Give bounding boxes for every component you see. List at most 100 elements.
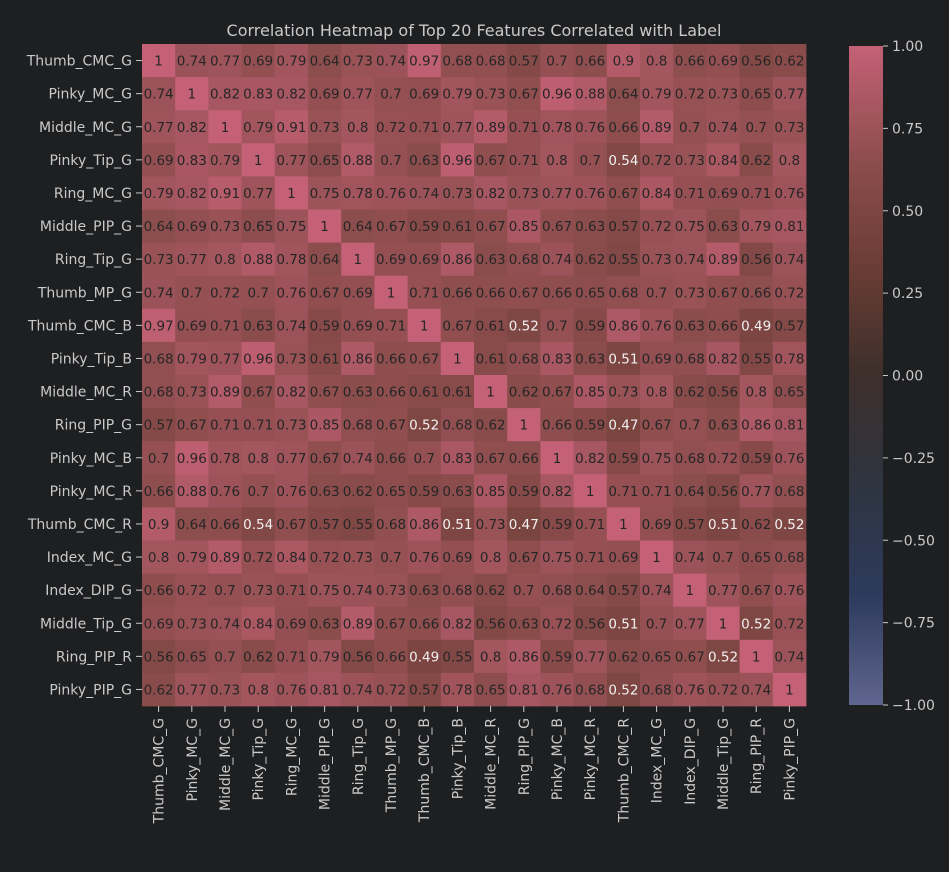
heatmap-cell <box>706 474 740 508</box>
cell-value-label: 0.67 <box>376 616 406 632</box>
cell-value-label: 0.67 <box>708 285 738 301</box>
heatmap-cell <box>308 672 342 707</box>
heatmap-cell <box>673 77 707 111</box>
cell-value-label: 0.76 <box>276 484 306 500</box>
cell-value-label: 0.77 <box>177 252 207 268</box>
heatmap-cell <box>640 441 674 475</box>
heatmap-cell <box>507 639 541 674</box>
cell-value-label: 0.59 <box>608 451 638 467</box>
cell-value-label: 0.76 <box>774 451 804 467</box>
heatmap-cell <box>274 573 309 608</box>
colorbar-gradient <box>849 46 883 705</box>
x-tick-label: Ring_PIP_G <box>517 718 533 795</box>
cell-value-label: 0.71 <box>675 186 705 202</box>
cell-value-label: 0.88 <box>177 484 207 500</box>
heatmap-cell <box>706 540 740 574</box>
cell-value-label: 0.68 <box>376 517 406 533</box>
cell-value-label: 0.69 <box>642 517 672 533</box>
y-tick-label: Middle_Tip_G <box>40 616 132 632</box>
heatmap-cell <box>440 573 475 608</box>
heatmap-cell <box>706 275 740 310</box>
cell-value-label: 0.76 <box>409 550 439 566</box>
heatmap-cell <box>341 672 375 707</box>
cell-value-label: 0.73 <box>310 120 340 136</box>
cell-value-label: 0.74 <box>774 649 804 665</box>
heatmap-cell <box>308 606 342 641</box>
cell-value-label: 0.71 <box>276 649 306 665</box>
heatmap-cell <box>739 507 774 541</box>
heatmap-cell <box>673 540 707 574</box>
cell-value-label: 0.66 <box>608 120 638 136</box>
cell-value-label: 0.67 <box>310 385 340 401</box>
x-tick-label: Pinky_MC_B <box>550 718 566 800</box>
cell-value-label: 0.77 <box>442 120 472 136</box>
heatmap-cell <box>440 110 475 144</box>
heatmap-cell <box>440 143 475 177</box>
heatmap-cell <box>142 242 176 277</box>
heatmap-cell <box>540 573 574 608</box>
cell-value-label: 0.68 <box>476 54 506 70</box>
heatmap-cell <box>308 242 342 277</box>
cell-value-label: 0.76 <box>542 682 572 698</box>
cell-value-label: 0.73 <box>675 153 705 169</box>
cell-value-label: 0.55 <box>741 351 771 367</box>
cell-value-label: 0.56 <box>476 616 506 632</box>
heatmap-cell <box>673 639 707 674</box>
cell-value-label: 0.77 <box>343 87 373 103</box>
heatmap-cell <box>274 143 309 177</box>
heatmap-cell <box>374 176 408 210</box>
heatmap-cell <box>507 573 541 608</box>
heatmap-cell <box>673 507 707 541</box>
cell-value-label: 0.71 <box>243 418 273 434</box>
cell-value-label: 0.62 <box>675 385 705 401</box>
x-tick-label: Pinky_Tip_B <box>450 718 466 799</box>
heatmap-cell <box>540 275 574 310</box>
cell-value-label: 0.65 <box>177 649 207 665</box>
heatmap-cell <box>739 275 774 310</box>
cell-value-label: 1 <box>652 550 661 566</box>
heatmap-cell <box>606 308 641 343</box>
cell-value-label: 0.59 <box>575 418 605 434</box>
cell-value-label: 0.74 <box>376 54 406 70</box>
cell-value-label: 0.66 <box>575 54 605 70</box>
cell-value-label: 0.66 <box>509 451 539 467</box>
x-tick-label: Ring_PIP_R <box>749 718 765 794</box>
cell-value-label: 0.7 <box>181 285 202 301</box>
cell-value-label: 0.84 <box>642 186 672 202</box>
cell-value-label: 0.66 <box>210 517 240 533</box>
heatmap-cell <box>540 77 574 111</box>
cell-value-label: 0.63 <box>476 252 506 268</box>
cell-value-label: 0.75 <box>642 451 672 467</box>
y-tick-label: Index_DIP_G <box>45 583 132 599</box>
cell-value-label: 0.65 <box>741 550 771 566</box>
cell-value-label: 0.56 <box>575 616 605 632</box>
cell-value-label: 0.7 <box>380 87 401 103</box>
cell-value-label: 0.57 <box>608 219 638 235</box>
heatmap-cell <box>772 540 807 574</box>
cell-value-label: 0.62 <box>509 385 539 401</box>
heatmap-cell <box>540 209 574 243</box>
heatmap-cell <box>374 341 408 376</box>
heatmap-cell <box>573 639 608 674</box>
cell-value-label: 0.67 <box>509 550 539 566</box>
cell-value-label: 0.78 <box>774 351 804 367</box>
cell-value-label: 0.79 <box>177 550 207 566</box>
cell-value-label: 0.89 <box>476 120 506 136</box>
cell-value-label: 0.49 <box>409 649 439 665</box>
heatmap-cell <box>739 606 774 641</box>
cell-value-label: 0.88 <box>343 153 373 169</box>
cell-value-label: 0.72 <box>542 616 572 632</box>
heatmap-cell <box>606 110 641 144</box>
cell-value-label: 0.78 <box>210 451 240 467</box>
heatmap-cell <box>241 209 276 243</box>
column-labels: Thumb_CMC_G Pinky_MC_G Middle_MC_G Pinky_Ti… <box>152 706 798 824</box>
cell-value-label: 1 <box>387 285 396 301</box>
cell-value-label: 0.85 <box>575 385 605 401</box>
heatmap-cell <box>640 110 674 144</box>
colorbar: 1.00 0.75 0.50 0.25 0.00 −0.25 −0.50 −0.75 −1.00 <box>849 39 935 714</box>
heatmap-cell <box>739 573 774 608</box>
heatmap-cell <box>640 375 674 409</box>
cell-value-label: 0.8 <box>247 451 268 467</box>
heatmap-cell <box>706 110 740 144</box>
cell-value-label: 1 <box>320 219 329 235</box>
